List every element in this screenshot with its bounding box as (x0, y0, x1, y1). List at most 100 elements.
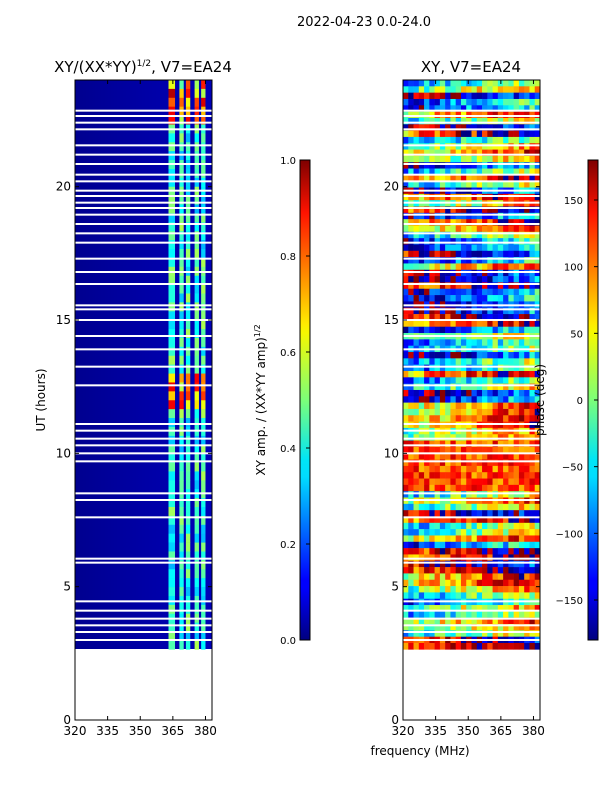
phase-cell (434, 168, 441, 176)
phase-cell (476, 446, 483, 454)
phase-cell (476, 339, 483, 346)
phase-cell (424, 396, 430, 403)
phase-cell (524, 624, 530, 631)
phase-cell (413, 605, 420, 612)
phase-cell (529, 117, 536, 125)
phase-cell (529, 459, 536, 467)
phase-cell (476, 86, 483, 93)
phase-cell (503, 472, 509, 479)
phase-cell (439, 238, 446, 245)
phase-cell (492, 314, 499, 321)
phase-cell (408, 117, 414, 125)
phase-cell (524, 206, 530, 214)
phase-cell (524, 339, 530, 346)
phase-cell (455, 263, 462, 271)
phase-cell (487, 605, 493, 612)
phase-cell (460, 307, 467, 315)
phase-cell (450, 206, 456, 214)
phase-cell (508, 491, 514, 498)
phase-cell (534, 592, 540, 600)
phase-cell (418, 181, 425, 188)
phase-cell (529, 282, 536, 290)
phase-cell (524, 326, 530, 334)
phase-cell (408, 370, 414, 378)
phase-cell (429, 370, 435, 378)
phase-cell (429, 415, 435, 422)
phase-cell (450, 446, 456, 454)
phase-cell (439, 212, 446, 220)
phase-cell (403, 592, 409, 600)
phase-cell (450, 263, 456, 271)
phase-cell (534, 389, 540, 397)
phase-cell (492, 282, 499, 290)
phase-cell (524, 535, 530, 543)
amplitude-cell (201, 480, 206, 490)
phase-cell (429, 238, 435, 245)
phase-cell (492, 269, 499, 277)
amplitude-cell (194, 471, 199, 481)
phase-cell (534, 617, 540, 625)
phase-cell (508, 307, 514, 315)
phase-cell (476, 535, 483, 543)
phase-flag-gap (403, 213, 540, 216)
phase-cell (487, 212, 493, 220)
phase-cell (497, 586, 504, 593)
phase-cell (476, 238, 483, 245)
phase-cell (434, 295, 441, 302)
phase-cell (460, 149, 467, 157)
phase-cell (424, 548, 430, 555)
phase-cell (408, 402, 414, 410)
phase-cell (460, 389, 467, 397)
phase-cell (497, 250, 504, 258)
phase-cell (466, 510, 472, 517)
phase-cell (524, 136, 530, 144)
phase-cell (471, 364, 478, 372)
amplitude-flag-gap (75, 561, 212, 564)
phase-cell (503, 434, 509, 441)
phase-cell (418, 111, 425, 119)
phase-cell (482, 168, 488, 176)
phase-cell (408, 484, 414, 492)
phase-cell (487, 257, 493, 264)
phase-cell (476, 117, 483, 125)
amplitude-cell (201, 115, 206, 125)
phase-cell (487, 522, 493, 530)
phase-cell (529, 155, 536, 163)
phase-cell (403, 111, 409, 119)
phase-cell (445, 149, 451, 157)
phase-cell (460, 80, 467, 87)
phase-cell (471, 295, 478, 302)
phase-cell (534, 149, 540, 157)
phase-cell (424, 149, 430, 157)
amplitude-cell (201, 142, 206, 152)
phase-cell (508, 484, 514, 492)
phase-cell (450, 573, 456, 581)
phase-cell (445, 257, 451, 264)
phase-cell (450, 98, 456, 106)
amplitude-cell (194, 391, 199, 401)
phase-cell (534, 263, 540, 271)
amplitude-colorbar-tick-label: 0.8 (280, 252, 296, 263)
phase-cell (471, 459, 478, 467)
amplitude-cell (194, 88, 199, 99)
phase-cell (466, 326, 472, 334)
amplitude-ytick-label: 5 (63, 580, 71, 594)
amplitude-cell (194, 80, 199, 90)
amplitude-cell (168, 578, 176, 588)
phase-cell (450, 162, 456, 169)
phase-cell (529, 231, 536, 239)
phase-cell (529, 326, 536, 334)
phase-cell (534, 383, 540, 391)
phase-cell (497, 548, 504, 555)
phase-cell (408, 244, 414, 252)
phase-cell (529, 358, 536, 365)
phase-cell (518, 592, 525, 600)
phase-cell (408, 80, 414, 87)
phase-cell (439, 560, 446, 568)
phase-cell (508, 352, 514, 359)
phase-cell (529, 225, 536, 233)
phase-cell (487, 225, 493, 233)
phase-cell (403, 630, 409, 637)
amplitude-cell (194, 204, 199, 214)
phase-cell (497, 516, 504, 524)
